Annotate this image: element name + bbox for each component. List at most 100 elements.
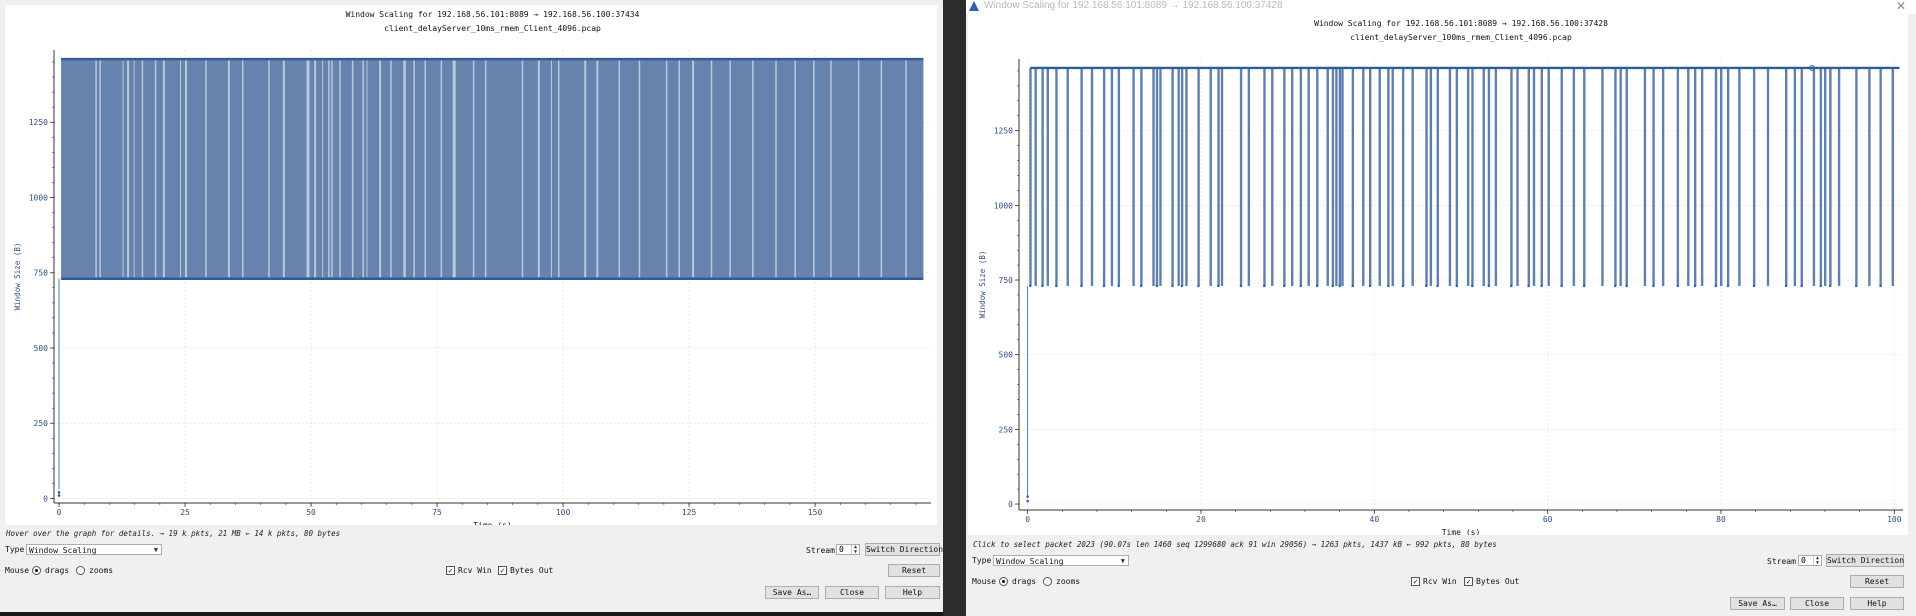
rcv-win-label: Rcv Win xyxy=(458,566,492,575)
band-gap xyxy=(752,60,754,278)
window-dip xyxy=(1614,67,1617,286)
window-dip xyxy=(1516,67,1519,286)
window-dip xyxy=(1239,67,1243,286)
low-point xyxy=(1471,284,1474,288)
window-dip xyxy=(1471,67,1474,286)
low-point xyxy=(1487,284,1490,288)
window-dip xyxy=(1029,67,1032,286)
band-gap xyxy=(440,60,443,278)
window-dip xyxy=(1152,67,1155,286)
stream-value: 0 xyxy=(839,545,844,554)
window-dip xyxy=(1307,67,1310,286)
reset-button[interactable]: Reset xyxy=(888,564,940,577)
y-tick-label: 250 xyxy=(999,425,1014,434)
window-size-band xyxy=(61,59,924,279)
window-dip xyxy=(1487,67,1491,286)
band-gap xyxy=(282,60,285,278)
x-tick-label: 150 xyxy=(808,508,823,517)
switch-direction-button[interactable]: Switch Direction xyxy=(865,543,943,556)
low-point xyxy=(1299,284,1302,288)
save-as-button[interactable]: Save As… xyxy=(1730,597,1785,610)
y-tick-label: 0 xyxy=(1008,500,1013,509)
band-gap xyxy=(122,60,124,278)
band-gap xyxy=(638,60,641,278)
drags-radio[interactable] xyxy=(999,577,1008,586)
spin-arrows-icon[interactable]: ▲ ▼ xyxy=(851,545,859,554)
window-scaling-chart[interactable]: Window Scaling for 192.168.56.101:8089 →… xyxy=(968,14,1908,535)
low-point xyxy=(1455,284,1458,288)
band-gap xyxy=(537,60,540,278)
low-point xyxy=(1368,284,1372,288)
band-gap xyxy=(141,60,144,278)
bytes-out-label: Bytes Out xyxy=(510,566,554,575)
switch-direction-button[interactable]: Switch Direction xyxy=(1826,554,1905,567)
chart-subtitle: client_delayServer_100ms_rmem_Client_409… xyxy=(1350,33,1572,42)
window-dip xyxy=(1824,67,1827,286)
reset-button[interactable]: Reset xyxy=(1850,575,1904,588)
window-dip xyxy=(1197,67,1200,286)
window-dip xyxy=(1326,67,1329,286)
help-button[interactable]: Help xyxy=(1850,597,1904,610)
low-point xyxy=(1315,284,1319,288)
band-gap xyxy=(550,60,552,278)
window-dip xyxy=(1046,67,1049,286)
low-point xyxy=(1693,284,1697,288)
window-dip xyxy=(1378,67,1381,286)
bytes-out-checkbox[interactable]: ✓ xyxy=(498,566,507,575)
mouse-label: Mouse xyxy=(972,577,997,586)
stream-spinbox[interactable]: 0 ▲ ▼ xyxy=(1798,555,1822,566)
band-gap xyxy=(268,60,270,278)
rcv-win-checkbox[interactable]: ✓ xyxy=(446,566,455,575)
close-button[interactable]: Close xyxy=(825,586,879,599)
x-tick-label: 100 xyxy=(1887,515,1902,524)
chevron-down-icon: ▼ xyxy=(1120,557,1125,565)
low-point xyxy=(1080,284,1083,288)
window-dip xyxy=(1752,67,1756,286)
stream-spinbox[interactable]: 0 ▲ ▼ xyxy=(836,544,860,555)
window-dip xyxy=(1694,67,1697,286)
bytes-out-checkbox[interactable]: ✓ xyxy=(1464,577,1473,586)
band-gap xyxy=(95,60,97,278)
help-button[interactable]: Help xyxy=(885,586,940,599)
window-dip xyxy=(1766,67,1770,286)
x-tick-label: 80 xyxy=(1716,515,1726,524)
window-dip xyxy=(1291,67,1294,286)
close-icon[interactable]: ✕ xyxy=(1895,0,1906,13)
window-dip xyxy=(1625,67,1628,286)
graph-canvas[interactable]: Window Scaling for 192.168.56.101:8089 →… xyxy=(968,14,1908,535)
low-point xyxy=(1331,284,1334,288)
window-dip xyxy=(1643,67,1647,286)
title-bar[interactable]: Window Scaling for 192.168.56.101:8089 →… xyxy=(966,0,1916,14)
close-button[interactable]: Close xyxy=(1790,597,1844,610)
window-dip xyxy=(1283,67,1286,286)
window-scaling-chart[interactable]: Window Scaling for 192.168.56.101:8089 →… xyxy=(5,5,937,525)
y-tick-label: 250 xyxy=(34,419,49,428)
x-tick-label: 125 xyxy=(682,508,697,517)
band-gap xyxy=(180,60,182,278)
window-dip xyxy=(1527,67,1530,286)
graph-canvas[interactable]: Window Scaling for 192.168.56.101:8089 →… xyxy=(5,5,937,525)
type-select[interactable]: Window Scaling ▼ xyxy=(26,544,162,555)
low-point xyxy=(1879,284,1882,288)
band-gap xyxy=(154,60,157,278)
spin-arrows-icon[interactable]: ▲ ▼ xyxy=(1813,556,1821,565)
x-tick-label: 40 xyxy=(1370,515,1380,524)
window-dip xyxy=(1132,67,1135,286)
window-dip xyxy=(1891,67,1894,286)
window-dip xyxy=(1494,67,1498,286)
band-gap xyxy=(794,60,796,278)
zooms-radio[interactable] xyxy=(76,566,85,575)
low-point xyxy=(1140,284,1143,288)
rcv-win-checkbox[interactable]: ✓ xyxy=(1411,577,1420,586)
low-point xyxy=(1714,284,1717,288)
window-dip xyxy=(1436,67,1439,286)
save-as-button[interactable]: Save As… xyxy=(765,586,819,599)
band-gap xyxy=(362,60,364,278)
type-select[interactable]: Window Scaling ▼ xyxy=(993,555,1129,566)
drags-radio[interactable] xyxy=(32,566,41,575)
window-dip xyxy=(1583,67,1586,286)
x-axis-label: Time (s) xyxy=(473,521,512,525)
zooms-radio[interactable] xyxy=(1043,577,1052,586)
band-gap xyxy=(775,60,777,278)
low-point xyxy=(1676,284,1679,288)
